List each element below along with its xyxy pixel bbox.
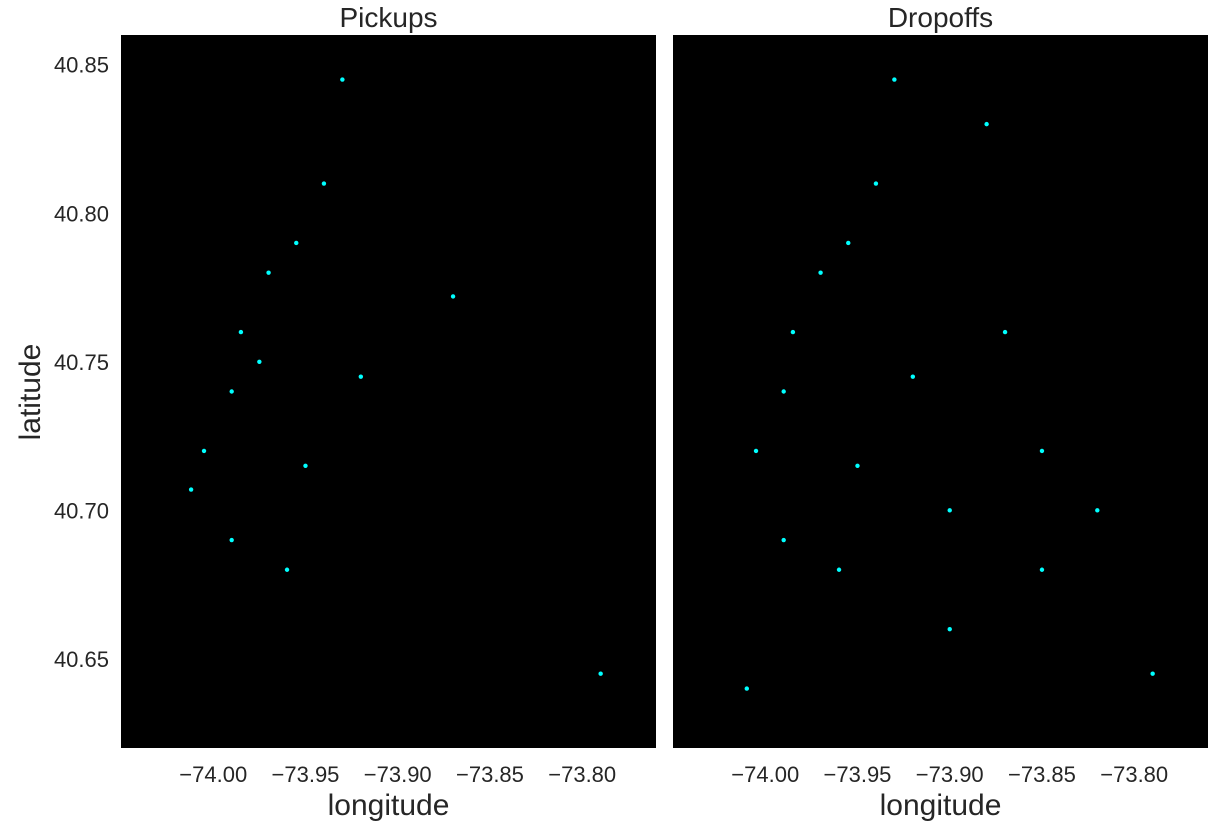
data-point	[790, 329, 796, 335]
data-point	[340, 77, 345, 82]
data-point	[1150, 671, 1155, 676]
data-point	[321, 181, 327, 186]
data-point	[873, 181, 879, 186]
data-point	[188, 487, 194, 492]
data-point	[818, 270, 823, 275]
data-point	[1095, 508, 1100, 513]
dropoffs-x-ticks: −74.00 −73.95 −73.90 −73.85 −73.80	[731, 762, 1168, 787]
data-point	[744, 686, 749, 691]
data-point	[781, 537, 786, 543]
data-point	[358, 374, 364, 379]
data-point	[238, 329, 244, 335]
data-point	[836, 567, 842, 572]
data-point	[1002, 329, 1008, 335]
pickups-point-layer	[188, 77, 603, 676]
pickups-plot-area	[121, 35, 656, 748]
dropoffs-title: Dropoffs	[888, 2, 993, 33]
data-point	[284, 567, 290, 572]
pickups-x-ticks: −74.00 −73.95 −73.90 −73.85 −73.80	[179, 762, 616, 787]
data-point	[303, 463, 308, 468]
data-point	[753, 448, 759, 454]
y-tick-label: 40.65	[54, 647, 109, 672]
pickups-panel: Pickups 40.65 40.70 40.75 40.80 40.85 −74.00…	[14, 2, 656, 822]
x-tick-label: −73.90	[916, 762, 984, 787]
pickups-y-ticks: 40.65 40.70 40.75 40.80 40.85	[54, 53, 109, 672]
dropoffs-panel: Dropoffs −74.00 −73.95 −73.90 −73.85 −73.80 …	[673, 2, 1208, 822]
x-tick-label: −73.90	[364, 762, 432, 787]
x-tick-label: −73.80	[1100, 762, 1168, 787]
data-point	[910, 374, 916, 379]
data-point	[947, 626, 952, 632]
data-point	[266, 270, 271, 275]
x-tick-label: −73.80	[548, 762, 616, 787]
data-point	[294, 240, 299, 246]
data-point	[855, 463, 860, 468]
y-axis-label: latitude	[14, 344, 47, 441]
x-tick-label: −73.95	[272, 762, 340, 787]
dropoffs-point-layer	[744, 77, 1155, 691]
data-point	[1039, 567, 1045, 572]
y-tick-label: 40.85	[54, 53, 109, 78]
dropoffs-plot-area	[673, 35, 1208, 748]
data-point	[229, 389, 234, 394]
pickups-x-axis-label: longitude	[328, 789, 450, 822]
data-point	[201, 448, 207, 454]
y-tick-label: 40.75	[54, 350, 109, 375]
x-tick-label: −73.85	[456, 762, 524, 787]
pickups-title: Pickups	[339, 2, 437, 33]
y-tick-label: 40.80	[54, 201, 109, 226]
data-point	[781, 389, 786, 394]
x-tick-label: −74.00	[179, 762, 247, 787]
data-point	[598, 671, 603, 676]
x-tick-label: −73.95	[824, 762, 892, 787]
data-point	[229, 537, 234, 543]
data-point	[846, 240, 851, 246]
dropoffs-x-axis-label: longitude	[880, 789, 1002, 822]
data-point	[257, 359, 262, 364]
data-point	[984, 121, 989, 127]
data-point	[450, 294, 456, 299]
x-tick-label: −74.00	[731, 762, 799, 787]
data-point	[947, 508, 952, 513]
data-point	[1039, 448, 1045, 454]
y-tick-label: 40.70	[54, 498, 109, 523]
x-tick-label: −73.85	[1008, 762, 1076, 787]
data-point	[892, 77, 897, 82]
